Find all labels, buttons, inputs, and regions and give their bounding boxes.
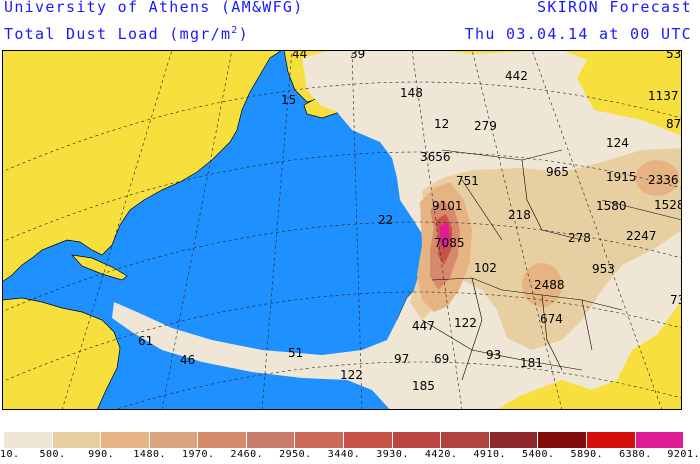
scale-level-label: 990. bbox=[88, 449, 115, 460]
valid-time: Thu 03.04.14 at 00 UTC bbox=[464, 25, 692, 43]
map-label: 181 bbox=[520, 356, 543, 370]
color-swatch bbox=[441, 432, 490, 448]
map-label: 2488 bbox=[534, 278, 565, 292]
map-label: 122 bbox=[454, 316, 477, 330]
map-label: 279 bbox=[474, 119, 497, 133]
dust-patch-east bbox=[635, 160, 679, 196]
map-label: 124 bbox=[606, 136, 629, 150]
map-label: 9101 bbox=[432, 199, 463, 213]
south-america-landmass bbox=[2, 297, 121, 410]
scale-level-label: 4420. bbox=[424, 449, 458, 460]
scale-level-label: 3930. bbox=[376, 449, 409, 460]
color-swatch bbox=[4, 432, 53, 448]
color-swatch bbox=[586, 432, 636, 448]
color-swatch bbox=[246, 432, 296, 448]
variable-title: Total Dust Load (mgr/m2) bbox=[4, 25, 249, 43]
map-label: 93 bbox=[486, 348, 501, 362]
scale-level-label: 2950. bbox=[279, 449, 312, 460]
variable-title-main: Total Dust Load (mgr/m bbox=[4, 25, 232, 43]
map-label: 1528 bbox=[654, 198, 682, 212]
map-label: 2336 bbox=[648, 173, 679, 187]
scale-level-label: 5400. bbox=[521, 449, 555, 460]
map-label: 7085 bbox=[434, 236, 465, 250]
country-borders bbox=[421, 149, 682, 381]
map-label: 674 bbox=[540, 312, 563, 326]
color-swatch bbox=[344, 432, 393, 448]
scale-level-label: 5890. bbox=[570, 449, 604, 460]
map-label: 44 bbox=[292, 50, 307, 61]
scale-level-label: 3440. bbox=[327, 449, 361, 460]
map-label: 87 bbox=[666, 117, 681, 131]
map-label: 15 bbox=[281, 93, 296, 107]
map-label: 22 bbox=[378, 213, 393, 227]
map-label: 73 bbox=[670, 293, 682, 307]
scale-level-label: 1970. bbox=[181, 449, 215, 460]
map-label: 1915 bbox=[606, 170, 637, 184]
color-scale-bar bbox=[4, 432, 685, 448]
map-label: 751 bbox=[456, 174, 479, 188]
color-swatch bbox=[295, 432, 345, 448]
color-swatch bbox=[635, 432, 685, 448]
map-label: 53 bbox=[666, 50, 681, 61]
product-title: SKIRON Forecast bbox=[537, 0, 692, 16]
scale-level-label: 4910. bbox=[473, 449, 507, 460]
map-label: 185 bbox=[412, 379, 435, 393]
institution-title: University of Athens (AM&WFG) bbox=[4, 0, 304, 16]
map-label: 953 bbox=[592, 262, 615, 276]
color-swatch bbox=[149, 432, 199, 448]
map-label: 69 bbox=[434, 352, 449, 366]
map-label: 122 bbox=[340, 368, 363, 382]
scale-level-label: 10. bbox=[0, 449, 20, 460]
color-swatch bbox=[392, 432, 442, 448]
map-label: 1137 bbox=[648, 89, 679, 103]
scale-level-label: 9201. bbox=[667, 449, 700, 460]
map-label: 12 bbox=[434, 117, 449, 131]
cuba-landmass bbox=[71, 254, 128, 281]
graticule bbox=[2, 50, 682, 410]
map-label: 1580 bbox=[596, 199, 627, 213]
map-label: 39 bbox=[350, 50, 365, 61]
map-label: 2247 bbox=[626, 229, 657, 243]
scale-level-label: 2460. bbox=[230, 449, 264, 460]
dust-plume-medium bbox=[410, 148, 682, 350]
dust-map: 44 39 53 15 148 442 1137 87 12 279 3656 … bbox=[2, 47, 685, 410]
color-swatch bbox=[101, 432, 150, 448]
map-label: 218 bbox=[508, 208, 531, 222]
map-label: 965 bbox=[546, 165, 569, 179]
map-label: 61 bbox=[138, 334, 153, 348]
map-label: 148 bbox=[400, 86, 423, 100]
map-label: 102 bbox=[474, 261, 497, 275]
scale-level-label: 1480. bbox=[133, 449, 167, 460]
color-swatch bbox=[52, 432, 102, 448]
map-label: 51 bbox=[288, 346, 303, 360]
scale-level-label: 500. bbox=[39, 449, 66, 460]
map-label: 46 bbox=[180, 353, 195, 367]
north-america-landmass bbox=[2, 50, 283, 283]
map-label: 97 bbox=[394, 352, 409, 366]
color-scale-labels: 10. 500. 990. 1480. 1970. 2460. 2950. 3440. 3930… bbox=[0, 449, 700, 463]
map-label: 278 bbox=[568, 231, 591, 245]
variable-title-end: ) bbox=[238, 25, 249, 43]
color-swatch bbox=[538, 432, 587, 448]
dust-map-canvas: 44 39 53 15 148 442 1137 87 12 279 3656 … bbox=[2, 47, 685, 410]
map-border bbox=[2, 50, 682, 410]
dust-plume-peak bbox=[440, 222, 450, 250]
map-label: 447 bbox=[412, 319, 435, 333]
scale-level-label: 6380. bbox=[619, 449, 652, 460]
color-swatch bbox=[198, 432, 247, 448]
map-label: 442 bbox=[505, 69, 528, 83]
map-label: 3656 bbox=[420, 150, 451, 164]
variable-title-exponent: 2 bbox=[231, 25, 239, 36]
color-swatch bbox=[489, 432, 539, 448]
